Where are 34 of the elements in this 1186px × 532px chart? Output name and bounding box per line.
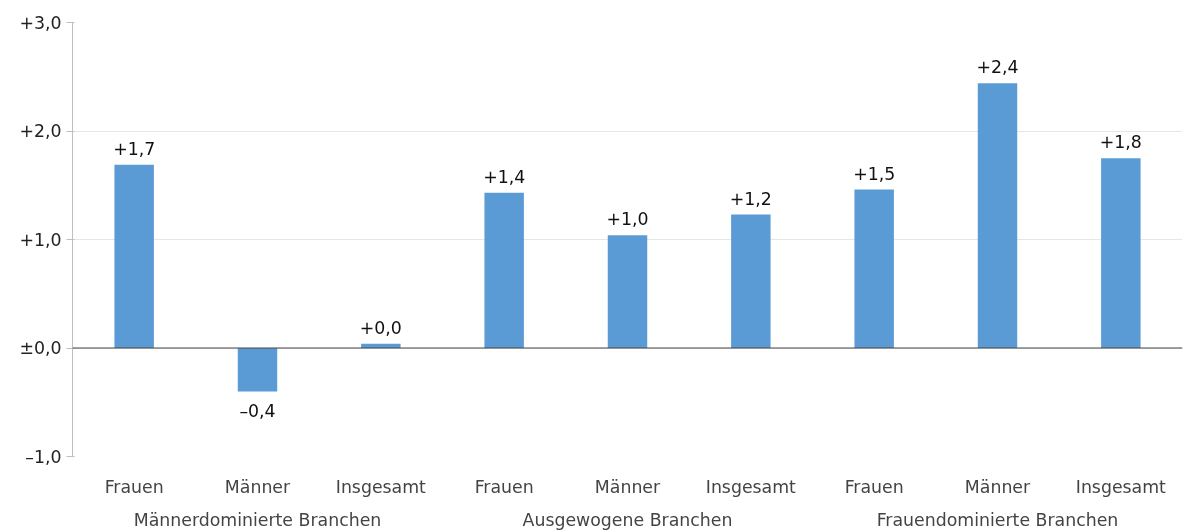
x-tick-label: Männer xyxy=(594,476,662,497)
bar xyxy=(977,83,1018,348)
text: Ausgewogene Branchen xyxy=(522,509,733,530)
x-tick-label: Insgesamt xyxy=(335,476,427,497)
bar xyxy=(237,348,278,392)
data-label: +1,2 xyxy=(729,188,772,209)
y-tick-label: +1,0 xyxy=(19,229,62,250)
x-tick-label: Frauen xyxy=(844,476,904,497)
x-tick-label: Männer xyxy=(964,476,1032,497)
data-label: +1,5 xyxy=(853,163,896,184)
y-tick-label: +2,0 xyxy=(19,121,62,141)
data-label: +0,0 xyxy=(359,317,402,338)
x-tick-label: Insgesamt xyxy=(1075,476,1167,497)
data-label: +1,0 xyxy=(606,209,649,230)
bar xyxy=(114,164,154,348)
y-tick-label: +3,0 xyxy=(19,12,62,33)
bar xyxy=(854,189,894,348)
data-label: +1,8 xyxy=(1099,132,1142,153)
x-tick-label: Männer xyxy=(224,476,292,497)
x-tick-label: Frauen xyxy=(474,476,534,497)
bar xyxy=(731,214,771,348)
data-label: +1,4 xyxy=(483,166,526,187)
bar xyxy=(1101,158,1141,348)
bar xyxy=(607,235,648,348)
y-tick-label: –1,0 xyxy=(25,446,62,467)
y-tick-label: ±0,0 xyxy=(19,338,62,358)
x-tick-label: Insgesamt xyxy=(705,476,797,497)
text: Frauendominierte Branchen xyxy=(876,509,1119,530)
text: Männerdominierte Branchen xyxy=(133,509,382,530)
data-label: +2,4 xyxy=(976,57,1019,78)
data-label: –0,4 xyxy=(239,401,276,422)
x-tick-label: Frauen xyxy=(104,476,164,497)
bar xyxy=(484,192,524,348)
data-label: +1,7 xyxy=(113,138,156,159)
